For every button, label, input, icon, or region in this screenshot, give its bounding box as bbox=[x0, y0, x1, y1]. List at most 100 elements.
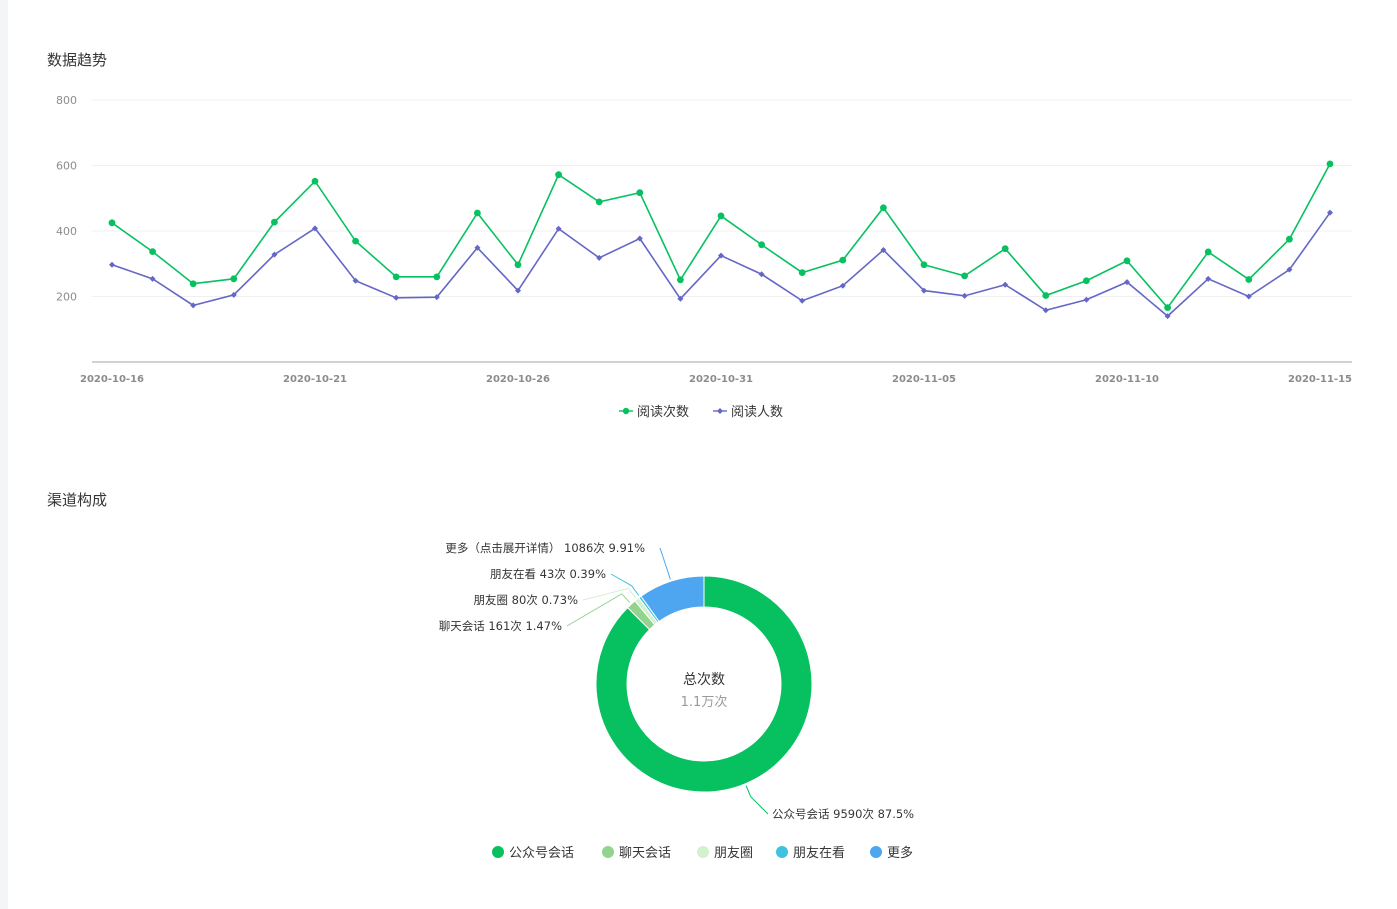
x-tick-label: 2020-11-05 bbox=[892, 374, 956, 385]
pie-slice-0[interactable] bbox=[595, 575, 813, 793]
legend-label: 朋友圈 bbox=[714, 845, 753, 861]
data-point[interactable] bbox=[1204, 248, 1212, 256]
data-point[interactable] bbox=[352, 237, 359, 245]
data-point[interactable] bbox=[799, 297, 806, 304]
legend-dot bbox=[492, 846, 504, 858]
legend-label: 阅读次数 bbox=[637, 404, 689, 420]
x-tick-label: 2020-10-21 bbox=[283, 374, 347, 385]
data-point[interactable] bbox=[271, 251, 278, 258]
data-point[interactable] bbox=[555, 171, 562, 179]
data-point[interactable] bbox=[595, 198, 603, 206]
trend-section-title: 数据趋势 bbox=[47, 51, 108, 69]
pie-legend-item[interactable]: 公众号会话 bbox=[492, 846, 574, 861]
data-point[interactable] bbox=[230, 291, 237, 298]
data-point[interactable] bbox=[1327, 209, 1333, 216]
series-reads bbox=[108, 160, 1334, 312]
data-point[interactable] bbox=[1083, 296, 1090, 303]
y-tick-label: 800 bbox=[56, 94, 77, 107]
data-point[interactable] bbox=[190, 302, 197, 309]
legend-dot bbox=[870, 846, 882, 858]
data-point[interactable] bbox=[108, 219, 116, 227]
data-point[interactable] bbox=[1042, 307, 1049, 314]
data-point[interactable] bbox=[839, 282, 846, 289]
series-readers bbox=[109, 209, 1333, 320]
data-point[interactable] bbox=[1042, 292, 1050, 299]
data-point[interactable] bbox=[271, 218, 278, 226]
series-line bbox=[111, 163, 1331, 309]
data-point[interactable] bbox=[474, 209, 481, 217]
left-edge-strip bbox=[0, 0, 8, 909]
data-point[interactable] bbox=[149, 275, 156, 282]
data-point[interactable] bbox=[1205, 275, 1212, 282]
data-point[interactable] bbox=[636, 189, 644, 197]
data-point[interactable] bbox=[1245, 276, 1253, 283]
data-point[interactable] bbox=[717, 212, 725, 220]
pie-legend-item[interactable]: 朋友在看 bbox=[776, 845, 845, 861]
data-point[interactable] bbox=[311, 177, 319, 185]
pie-leader-line bbox=[566, 593, 631, 627]
pie-slice-label: 公众号会话 9590次 87.5% bbox=[772, 807, 914, 821]
data-point[interactable] bbox=[677, 276, 684, 284]
pie-legend-item[interactable]: 朋友圈 bbox=[697, 845, 753, 861]
legend-marker bbox=[622, 407, 630, 415]
data-point[interactable] bbox=[718, 252, 724, 259]
data-point[interactable] bbox=[839, 256, 847, 264]
data-point[interactable] bbox=[961, 272, 968, 280]
data-point[interactable] bbox=[352, 277, 359, 284]
data-point[interactable] bbox=[798, 269, 806, 276]
legend-marker bbox=[717, 408, 723, 414]
line-legend-item[interactable]: 阅读人数 bbox=[713, 405, 783, 420]
data-point[interactable] bbox=[392, 273, 400, 281]
x-tick-label: 2020-11-15 bbox=[1288, 374, 1352, 385]
legend-dot bbox=[697, 846, 709, 858]
data-point[interactable] bbox=[1083, 277, 1090, 285]
pie-slice-label: 聊天会话 161次 1.47% bbox=[439, 619, 562, 633]
data-point[interactable] bbox=[1002, 281, 1009, 288]
channel-section-title: 渠道构成 bbox=[47, 491, 108, 509]
x-tick-label: 2020-10-31 bbox=[689, 374, 753, 385]
pie-slice-4[interactable] bbox=[640, 575, 705, 623]
data-point[interactable] bbox=[474, 244, 481, 251]
data-point[interactable] bbox=[596, 254, 603, 261]
data-point[interactable] bbox=[636, 235, 643, 242]
data-point[interactable] bbox=[758, 241, 765, 249]
data-point[interactable] bbox=[1164, 304, 1171, 312]
data-point[interactable] bbox=[961, 292, 968, 299]
data-point[interactable] bbox=[312, 225, 318, 232]
x-tick-label: 2020-11-10 bbox=[1095, 374, 1159, 385]
data-point[interactable] bbox=[149, 248, 157, 256]
data-point[interactable] bbox=[433, 273, 441, 281]
data-point[interactable] bbox=[393, 294, 400, 301]
data-point[interactable] bbox=[1123, 257, 1131, 265]
y-tick-label: 200 bbox=[56, 291, 77, 304]
legend-dot bbox=[602, 846, 614, 858]
series-line bbox=[111, 212, 1331, 318]
data-point[interactable] bbox=[514, 261, 522, 269]
data-point[interactable] bbox=[758, 271, 765, 278]
data-point[interactable] bbox=[433, 294, 440, 301]
x-tick-label: 2020-10-16 bbox=[80, 374, 144, 385]
data-point[interactable] bbox=[230, 275, 238, 283]
data-point[interactable] bbox=[189, 280, 197, 288]
data-point[interactable] bbox=[1001, 245, 1009, 253]
pie-legend-item[interactable]: 更多 bbox=[870, 845, 913, 861]
data-point[interactable] bbox=[1286, 235, 1293, 243]
data-point[interactable] bbox=[555, 225, 562, 232]
data-point[interactable] bbox=[1326, 160, 1334, 168]
data-point[interactable] bbox=[109, 261, 115, 268]
data-point[interactable] bbox=[677, 295, 684, 302]
data-point[interactable] bbox=[920, 261, 928, 269]
data-point[interactable] bbox=[880, 204, 887, 212]
legend-label: 朋友在看 bbox=[793, 845, 845, 861]
data-point[interactable] bbox=[1164, 313, 1171, 320]
data-point[interactable] bbox=[1124, 279, 1130, 286]
data-point[interactable] bbox=[1286, 266, 1293, 273]
pie-leader-line bbox=[610, 573, 640, 596]
data-point[interactable] bbox=[921, 287, 927, 294]
pie-leader-line bbox=[659, 547, 671, 580]
data-point[interactable] bbox=[880, 246, 887, 253]
data-point[interactable] bbox=[515, 287, 521, 294]
data-point[interactable] bbox=[1245, 293, 1252, 300]
pie-legend-item[interactable]: 聊天会话 bbox=[602, 846, 671, 861]
line-legend-item[interactable]: 阅读次数 bbox=[619, 404, 689, 420]
